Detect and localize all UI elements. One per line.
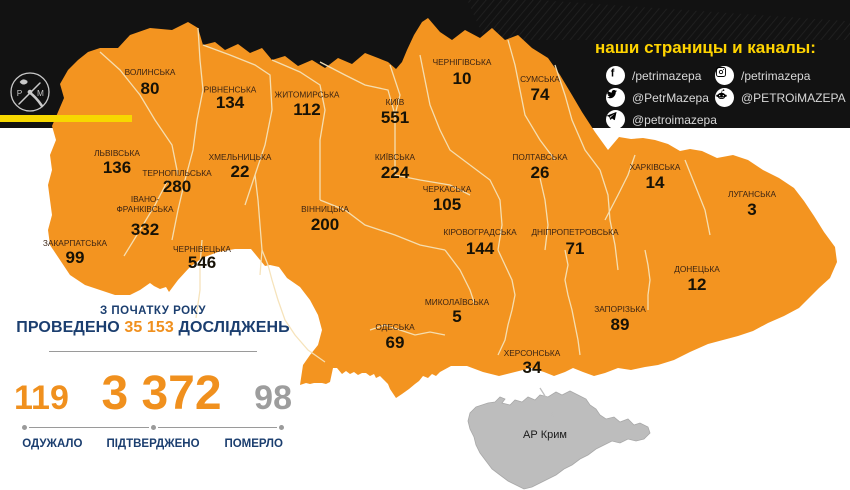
svg-text:ОДЕСЬКА: ОДЕСЬКА [375,322,415,332]
svg-text:ЗАКАРПАТСЬКА: ЗАКАРПАТСЬКА [43,238,108,248]
svg-text:ЖИТОМИРСЬКА: ЖИТОМИРСЬКА [275,90,340,100]
svg-text:f: f [611,67,615,79]
svg-text:74: 74 [531,85,550,104]
svg-text:200: 200 [311,215,339,234]
svg-text:P: P [17,88,23,98]
svg-text:14: 14 [646,173,665,192]
svg-text:ДНІПРОПЕТРОВСЬКА: ДНІПРОПЕТРОВСЬКА [531,227,619,237]
svg-text:89: 89 [611,315,630,334]
svg-text:ХЕРСОНСЬКА: ХЕРСОНСЬКА [504,348,561,358]
svg-text:ІВАНО-: ІВАНО- [131,194,160,204]
svg-text:ПОЛТАВСЬКА: ПОЛТАВСЬКА [512,152,568,162]
svg-text:551: 551 [381,108,409,127]
svg-text:АР Крим: АР Крим [523,429,567,441]
svg-text:ЛЬВІВСЬКА: ЛЬВІВСЬКА [94,148,140,158]
svg-text:5: 5 [452,307,461,326]
svg-text:КІРОВОГРАДСЬКА: КІРОВОГРАДСЬКА [443,227,517,237]
svg-text:80: 80 [141,79,160,98]
svg-text:ХАРКІВСЬКА: ХАРКІВСЬКА [630,162,681,172]
svg-text:34: 34 [523,358,542,377]
svg-text:99: 99 [66,248,85,267]
svg-text:69: 69 [386,333,405,352]
svg-text:71: 71 [566,239,585,258]
svg-text:СУМСЬКА: СУМСЬКА [520,74,560,84]
svg-text:ВІННИЦЬКА: ВІННИЦЬКА [301,204,349,214]
svg-text:12: 12 [688,275,707,294]
svg-text:26: 26 [531,163,550,182]
svg-text:22: 22 [231,162,250,181]
svg-text:546: 546 [188,253,216,272]
svg-text:10: 10 [453,69,472,88]
svg-text:КИЇВ: КИЇВ [386,97,405,107]
svg-text:ЧЕРНІГІВСЬКА: ЧЕРНІГІВСЬКА [433,57,492,67]
svg-text:134: 134 [216,93,245,112]
svg-text:M: M [37,88,44,98]
svg-text:136: 136 [103,158,131,177]
svg-text:3: 3 [747,200,756,219]
svg-text:144: 144 [466,239,495,258]
svg-text:112: 112 [293,100,320,119]
svg-text:КИЇВСЬКА: КИЇВСЬКА [375,152,416,162]
svg-text:ХМЕЛЬНИЦЬКА: ХМЕЛЬНИЦЬКА [209,152,272,162]
svg-text:ВОЛИНСЬКА: ВОЛИНСЬКА [125,67,176,77]
svg-text:МИКОЛАЇВСЬКА: МИКОЛАЇВСЬКА [425,297,490,307]
svg-text:ФРАНКІВСЬКА: ФРАНКІВСЬКА [116,204,173,214]
svg-text:ЗАПОРІЗЬКА: ЗАПОРІЗЬКА [594,304,646,314]
svg-text:105: 105 [433,195,461,214]
svg-text:224: 224 [381,163,410,182]
svg-text:280: 280 [163,177,191,196]
svg-text:ЛУГАНСЬКА: ЛУГАНСЬКА [728,189,776,199]
svg-text:ЧЕРКАСЬКА: ЧЕРКАСЬКА [423,184,472,194]
svg-text:332: 332 [131,220,159,239]
svg-text:ДОНЕЦЬКА: ДОНЕЦЬКА [674,264,720,274]
